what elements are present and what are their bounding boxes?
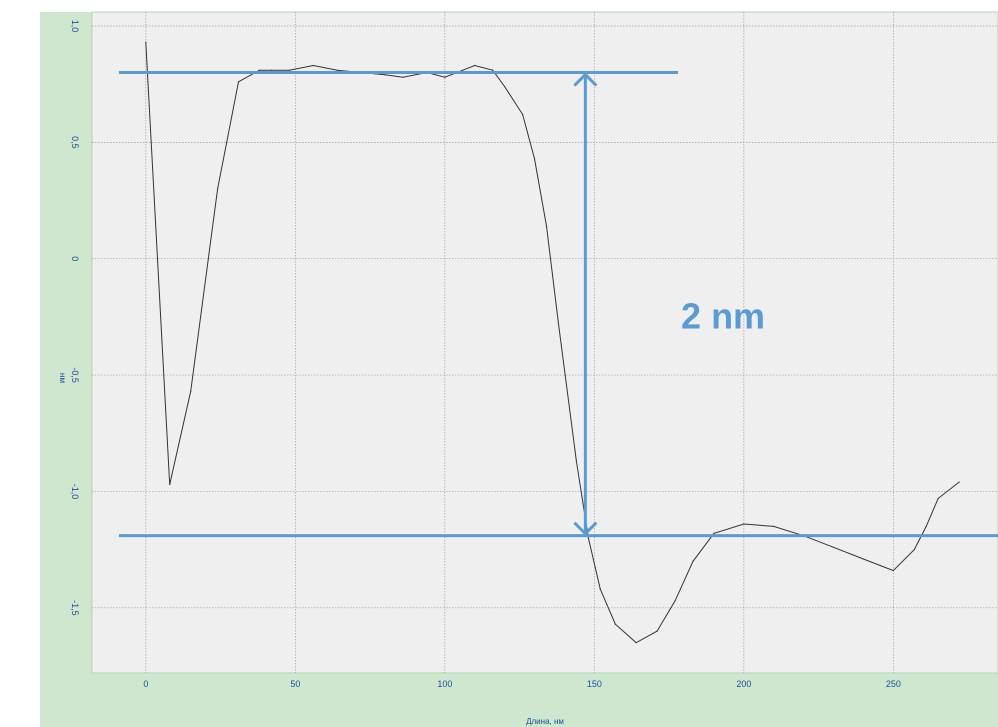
data-point [862, 558, 865, 560]
x-tick-labels: 0 50 100 150 200 250 [143, 679, 901, 689]
data-point [545, 225, 548, 227]
x-tick-label: 100 [437, 679, 452, 689]
data-point [773, 525, 775, 527]
height-arrow-head-bottom [573, 521, 598, 536]
data-point [216, 188, 219, 190]
data-point [635, 642, 637, 644]
data-point [336, 69, 338, 71]
data-point [237, 81, 240, 83]
data-point [958, 481, 960, 483]
x-axis-label: Длина, нм [526, 717, 564, 726]
data-point [599, 588, 601, 590]
data-point [504, 85, 506, 88]
data-point [190, 390, 192, 392]
height-arrow-head-top [573, 72, 598, 87]
y-tick-label: -1,0 [70, 484, 80, 500]
data-point [713, 532, 715, 534]
data-point [169, 483, 171, 486]
height-label: 2 nm [681, 296, 765, 337]
data-point [521, 113, 524, 116]
data-point [832, 546, 835, 548]
y-tick-label: -0,5 [70, 367, 80, 383]
x-tick-label: 150 [587, 679, 602, 689]
data-point [614, 623, 616, 625]
data-point [587, 537, 589, 539]
data-point [533, 158, 536, 160]
data-point [288, 69, 290, 71]
profile-series-points [145, 41, 960, 644]
x-tick-label: 250 [886, 679, 901, 689]
x-tick-label: 0 [143, 679, 148, 689]
x-tick-label: 200 [736, 679, 751, 689]
data-point [312, 64, 314, 67]
data-point [270, 69, 273, 71]
data-point [402, 76, 404, 78]
y-axis-label: нм [58, 373, 67, 383]
data-point [674, 600, 676, 602]
data-point [743, 523, 745, 525]
data-point [892, 569, 894, 572]
data-point [913, 549, 915, 551]
data-point [384, 74, 386, 76]
data-point [692, 560, 694, 562]
axis-area-bottom [40, 673, 998, 727]
y-tick-label: 1,0 [70, 20, 80, 33]
data-point [462, 69, 464, 71]
data-point [557, 323, 560, 325]
data-point [575, 460, 577, 462]
plot-area [91, 11, 998, 674]
data-point [937, 497, 939, 500]
y-tick-label: 0,5 [70, 136, 80, 149]
data-point [656, 630, 658, 632]
y-tick-labels: 1,0 0,5 0 -0,5 -1,0 -1,5 [70, 20, 80, 616]
data-point [145, 41, 147, 43]
y-tick-label: 0 [70, 256, 80, 261]
data-point [925, 525, 927, 527]
profile-series-line [145, 42, 960, 644]
data-point [474, 64, 476, 67]
data-point [492, 69, 494, 71]
grid [92, 12, 998, 673]
data-point [258, 69, 261, 71]
y-tick-label: -1,5 [70, 600, 80, 616]
data-point [444, 76, 446, 78]
x-tick-label: 50 [290, 679, 300, 689]
axis-area-left [40, 12, 92, 727]
